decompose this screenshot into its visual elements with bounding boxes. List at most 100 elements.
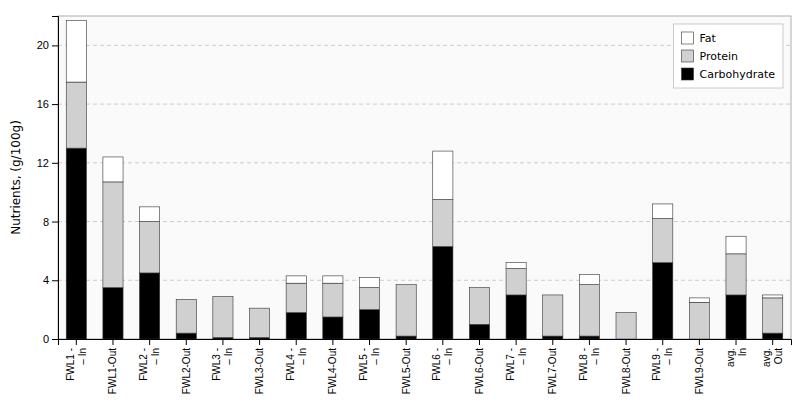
bar: [469, 288, 489, 325]
bar-series: [66, 148, 783, 339]
tick-label: FWL1 -– In: [65, 348, 88, 381]
tick-mark: [52, 45, 58, 46]
bar: [323, 283, 343, 317]
tick-mark: [332, 339, 333, 345]
bar: [323, 276, 343, 283]
bar-series: [66, 82, 783, 339]
tick: 0: [43, 333, 58, 345]
tick: FWL2 -– In: [138, 339, 161, 381]
bars: [66, 20, 783, 339]
bar: [579, 285, 599, 336]
legend-swatch: [682, 32, 694, 44]
tick-label: FWL7 -– In: [505, 348, 528, 381]
tick-label-line: – In: [443, 348, 454, 365]
bar: [103, 288, 123, 339]
bar: [689, 302, 709, 339]
tick-label-line: – In: [77, 348, 88, 365]
tick-mark: [112, 339, 113, 345]
tick-label: avg. Out: [761, 348, 784, 367]
bar: [396, 285, 416, 336]
plot: 048121620FWL1 -– InFWL1-OutFWL2 -– InFWL…: [37, 16, 792, 394]
tick-mark: [76, 339, 77, 345]
tick-label: FWL5-Out: [401, 348, 412, 394]
tick-mark: [52, 339, 58, 340]
tick-label: FWL1-Out: [107, 348, 118, 394]
tick: FWL5 -– In: [358, 339, 381, 381]
tick-mark: [259, 339, 260, 345]
grid-line: [58, 221, 791, 222]
tick-label-line: In: [737, 348, 748, 359]
bar: [579, 274, 599, 284]
tick: FWL8 -– In: [578, 339, 601, 381]
bar: [653, 219, 673, 263]
bar: [763, 333, 783, 339]
tick-mark: [52, 104, 58, 105]
tick-label: 8: [43, 216, 49, 228]
tick: 4: [43, 274, 58, 286]
bar: [616, 312, 636, 313]
bar: [213, 296, 233, 297]
tick-mark: [736, 339, 737, 345]
tick: FWL8-Out: [621, 339, 632, 394]
bar: [543, 336, 563, 339]
tick-label-line: FWL1 -: [65, 348, 76, 381]
legend-frame: [674, 24, 783, 88]
bar: [543, 295, 563, 336]
bar: [249, 308, 269, 309]
bar: [763, 295, 783, 298]
tick-mark: [186, 339, 187, 345]
tick-mark: [699, 339, 700, 345]
bar: [249, 308, 269, 337]
tick-label-line: FWL1-Out: [107, 348, 118, 394]
tick-mark: [52, 280, 58, 281]
tick: FWL5-Out: [401, 339, 412, 394]
tick-label-line: FWL4-Out: [327, 348, 338, 394]
tick: FWL1 -– In: [65, 339, 88, 381]
bar: [140, 222, 160, 273]
tick-label: FWL8 -– In: [578, 348, 601, 381]
bar: [103, 157, 123, 182]
tick-label: 0: [43, 333, 49, 345]
axis-title: Nutrients, (g/100g): [9, 120, 23, 235]
tick-label-line: FWL5-Out: [401, 348, 412, 394]
tick-label-line: FWL4 -: [285, 348, 296, 381]
tick-mark: [406, 339, 407, 345]
tick-mark: [516, 339, 517, 345]
tick: FWL3-Out: [254, 339, 265, 394]
tick-label: FWL9 -– In: [651, 348, 674, 381]
bar: [286, 276, 306, 283]
bar: [66, 82, 86, 148]
bar: [396, 284, 416, 285]
tick-label-line: – In: [150, 348, 161, 365]
bar-series: [66, 20, 783, 302]
tick-label-line: FWL3 -: [211, 348, 222, 381]
tick: FWL4-Out: [327, 339, 338, 394]
bar: [103, 182, 123, 288]
bar: [433, 151, 453, 199]
tick-label: FWL9-Out: [694, 348, 705, 394]
tick-mark: [626, 339, 627, 345]
tick: FWL7 -– In: [505, 339, 528, 381]
tick: FWL9-Out: [694, 339, 705, 394]
bar: [506, 295, 526, 339]
tick: FWL6 -– In: [431, 339, 454, 381]
bar: [469, 287, 489, 288]
bar: [176, 333, 196, 339]
tick: FWL3 -– In: [211, 339, 234, 381]
tick: avg. In: [725, 339, 748, 367]
tick-label-line: avg.: [761, 348, 772, 367]
tick-label-line: FWL5 -: [358, 348, 369, 381]
tick-label: FWL3 -– In: [211, 348, 234, 381]
tick-label: 12: [37, 157, 49, 169]
axis-line: [52, 17, 59, 340]
bar: [66, 148, 86, 339]
bar: [359, 288, 379, 310]
tick-label: FWL6 -– In: [431, 348, 454, 381]
tick-label: avg. In: [725, 348, 748, 367]
tick-label-line: FWL6-Out: [474, 348, 485, 394]
legend-label: Fat: [700, 32, 717, 45]
bar: [176, 299, 196, 333]
tick-label-line: FWL3-Out: [254, 348, 265, 394]
tick-label: FWL4 -– In: [285, 348, 308, 381]
bar: [653, 263, 673, 339]
